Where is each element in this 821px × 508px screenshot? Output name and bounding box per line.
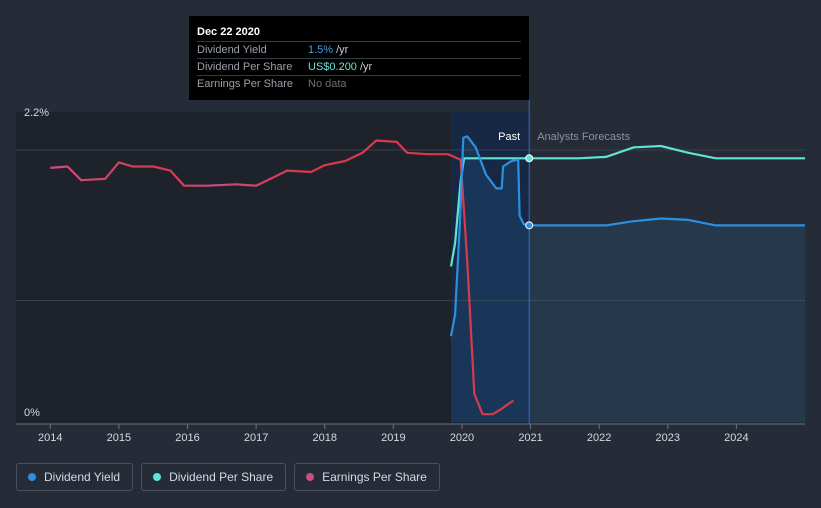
- x-tick-label: 2015: [107, 432, 131, 444]
- tooltip-date: Dec 22 2020: [197, 26, 260, 38]
- label-layer: 2.2% 0% Past Analysts Forecasts: [24, 107, 631, 419]
- past-region: [16, 112, 530, 424]
- hover-tooltip: Dec 22 2020 Dividend Yield 1.5% /yr Divi…: [189, 16, 529, 100]
- line-layer: [50, 135, 805, 416]
- tooltip-row-dividend-yield: Dividend Yield 1.5% /yr: [197, 41, 521, 58]
- x-tick-label: 2018: [312, 432, 336, 444]
- tooltip-value: No data: [308, 78, 347, 90]
- x-tick-label: 2022: [587, 432, 611, 444]
- tooltip-row-dividend-per-share: Dividend Per Share US$0.200 /yr: [197, 58, 521, 75]
- x-tick-label: 2020: [450, 432, 474, 444]
- dividend-per-share-marker: [525, 154, 534, 163]
- legend-dot-icon: [306, 473, 315, 481]
- past-label: Past: [498, 131, 520, 143]
- tooltip-value: 1.5%: [308, 44, 334, 56]
- x-tick-label: 2021: [518, 432, 542, 444]
- x-tick-label: 2017: [244, 432, 268, 444]
- dividend-yield-line: [449, 135, 805, 337]
- legend-item-earnings-per-share[interactable]: Earnings Per Share: [294, 463, 440, 491]
- tooltip-label: Dividend Per Share: [197, 61, 293, 73]
- legend-item-dividend-yield[interactable]: Dividend Yield: [16, 463, 134, 491]
- legend-label: Dividend Per Share: [169, 470, 274, 484]
- legend-label: Earnings Per Share: [322, 470, 427, 484]
- legend-dot-icon: [28, 473, 36, 481]
- forecast-label: Analysts Forecasts: [537, 131, 630, 143]
- tooltip-unit: /yr: [336, 44, 349, 56]
- tooltip-unit: /yr: [359, 61, 373, 73]
- chart-legend: Dividend Yield Dividend Per Share Earnin…: [16, 463, 440, 491]
- x-tick-label: 2019: [381, 432, 405, 444]
- x-tick-label: 2016: [175, 432, 199, 444]
- dividend-yield-area: [450, 136, 805, 422]
- dividend-yield-marker: [525, 221, 534, 230]
- y-tick-label: 2.2%: [24, 107, 49, 119]
- tooltip-label: Earnings Per Share: [197, 78, 293, 90]
- legend-label: Dividend Yield: [44, 470, 121, 484]
- y-tick-label: 0%: [24, 407, 40, 419]
- area-layer: [450, 136, 805, 422]
- legend-item-dividend-per-share[interactable]: Dividend Per Share: [141, 463, 287, 491]
- legend-dot-icon: [153, 473, 162, 481]
- x-tick-label: 2024: [724, 432, 748, 444]
- x-tick-label: 2014: [38, 432, 62, 444]
- axis-layer: 2014 2015 2016 2017 2018 2019 2020 2021 2022 2023…: [16, 423, 805, 444]
- tooltip-label: Dividend Yield: [197, 44, 267, 56]
- tooltip-row-earnings-per-share: Earnings Per Share No data: [197, 75, 521, 92]
- x-tick-label: 2023: [656, 432, 680, 444]
- earnings-per-share-line: [50, 139, 515, 416]
- tooltip-value: US$0.200: [308, 61, 357, 73]
